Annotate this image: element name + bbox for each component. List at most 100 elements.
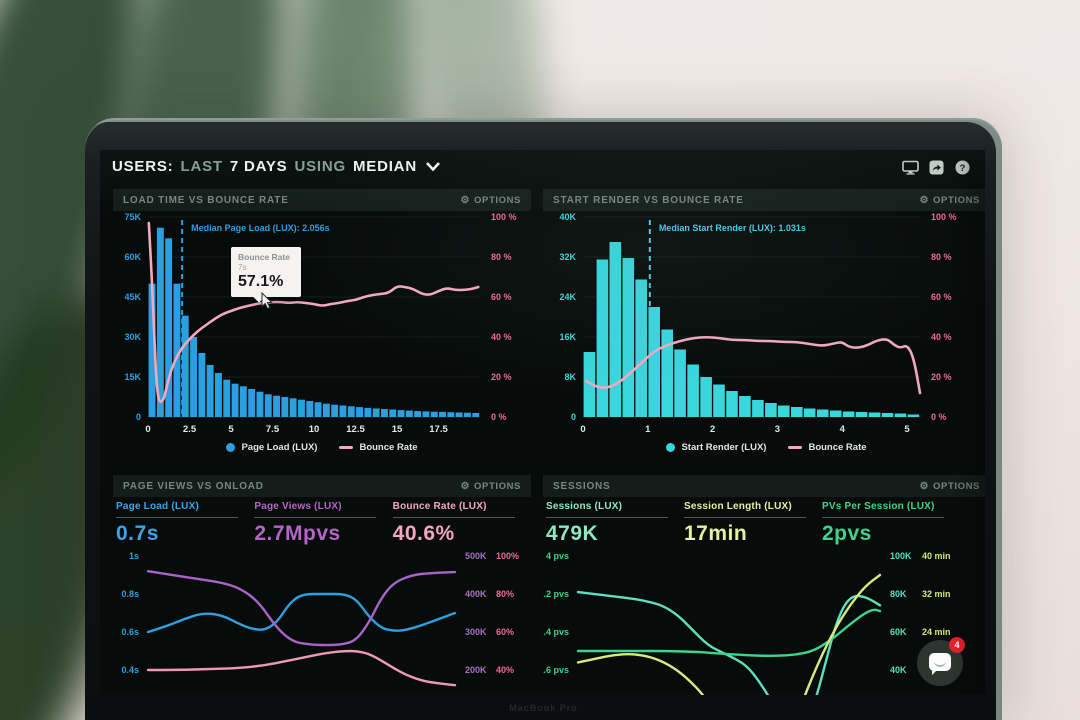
svg-text:0: 0 xyxy=(145,424,150,435)
svg-text:400K: 400K xyxy=(465,589,487,599)
metric-label: Page Load (LUX) xyxy=(116,501,200,512)
svg-text:0 %: 0 % xyxy=(491,412,507,422)
metric-value: 479K xyxy=(546,522,599,545)
options-button[interactable]: ⚙ OPTIONS xyxy=(460,194,521,206)
panel-start-render: START RENDER VS BOUNCE RATE ⚙ OPTIONS 40K… xyxy=(543,189,985,467)
legend-dot xyxy=(226,443,236,452)
chart-tooltip: Bounce Rate 7s 57.1% xyxy=(231,247,301,297)
metric-label: PVs Per Session (LUX) xyxy=(822,501,935,512)
svg-text:80K: 80K xyxy=(890,589,907,599)
metric-page-views: Page Views (LUX) 2.7Mpvs xyxy=(254,501,392,546)
metric-underline xyxy=(254,517,377,518)
metric-value: 2.7Mpvs xyxy=(254,522,341,545)
svg-text:300K: 300K xyxy=(465,627,487,637)
svg-text:15: 15 xyxy=(392,424,403,435)
svg-text:16K: 16K xyxy=(559,332,576,342)
legend-label: Start Render (LUX) xyxy=(681,442,767,453)
svg-text:2: 2 xyxy=(710,424,715,435)
panel-load-time: LOAD TIME VS BOUNCE RATE ⚙ OPTIONS 75K 60K… xyxy=(113,189,531,467)
chat-launcher[interactable]: 4 xyxy=(917,637,965,686)
svg-text:Median Page Load (LUX): 2.056s: Median Page Load (LUX): 2.056s xyxy=(191,223,330,233)
header-users-label: USERS: xyxy=(112,158,174,175)
svg-text:100 %: 100 % xyxy=(491,212,517,222)
bezel-brand-label: MacBook Pro xyxy=(509,702,578,713)
header-metric-label[interactable]: MEDIAN xyxy=(352,158,417,175)
chat-bubble-icon xyxy=(929,653,951,675)
sessions-chart: 4 pvs 100K 40 min 3.2 pvs 80K 32 min 2.4 pvs 60… xyxy=(543,551,951,695)
svg-text:7.5: 7.5 xyxy=(266,424,280,435)
metric-label: Page Views (LUX) xyxy=(254,501,342,512)
svg-text:?: ? xyxy=(960,163,966,173)
header-range-label: 7 DAYS xyxy=(229,158,288,175)
svg-text:3.2 pvs: 3.2 pvs xyxy=(543,589,569,599)
svg-text:0: 0 xyxy=(136,412,141,422)
svg-text:20 %: 20 % xyxy=(491,372,512,382)
page-views-chart: 1s 500K 100% 0.8s 400K 80% 0.6s 300K 60% 0.4s 200K… xyxy=(121,551,519,687)
svg-text:200K: 200K xyxy=(465,665,487,675)
svg-text:80%: 80% xyxy=(496,589,514,599)
svg-text:0.6s: 0.6s xyxy=(121,627,139,637)
metric-label: Session Length (LUX) xyxy=(684,501,792,512)
metric-value: 0.7s xyxy=(116,522,159,545)
svg-text:3: 3 xyxy=(775,424,780,435)
metric-session-length: Session Length (LUX) 17min xyxy=(684,501,822,546)
panel-load-time-titlebar: LOAD TIME VS BOUNCE RATE ⚙ OPTIONS xyxy=(113,189,531,211)
svg-text:60K: 60K xyxy=(890,627,907,637)
chevron-down-icon[interactable] xyxy=(425,162,440,171)
gear-icon: ⚙ xyxy=(460,480,471,492)
svg-text:1: 1 xyxy=(645,424,651,435)
tooltip-x-value: 7s xyxy=(238,263,247,272)
legend-label: Page Load (LUX) xyxy=(241,442,318,453)
panel-title: LOAD TIME VS BOUNCE RATE xyxy=(123,194,289,206)
svg-text:17.5: 17.5 xyxy=(429,424,448,435)
svg-text:60%: 60% xyxy=(496,627,514,637)
svg-text:75K: 75K xyxy=(124,212,141,222)
dashboard-header: USERS: LAST 7 DAYS USING MEDIAN xyxy=(112,158,440,175)
svg-text:4 pvs: 4 pvs xyxy=(546,551,569,561)
svg-text:5: 5 xyxy=(228,424,234,435)
load-time-legend: Page Load (LUX) Bounce Rate xyxy=(113,442,531,453)
svg-text:100%: 100% xyxy=(496,551,519,561)
legend-dot xyxy=(666,443,676,452)
panel-sessions: SESSIONS ⚙ OPTIONS Sessions (LUX) 479K Se… xyxy=(543,475,985,695)
header-toolbar: ? xyxy=(902,160,971,175)
options-button[interactable]: ⚙ OPTIONS xyxy=(919,194,980,206)
svg-text:0: 0 xyxy=(580,424,585,435)
sessions-metrics: Sessions (LUX) 479K Session Length (LUX)… xyxy=(546,501,985,546)
svg-text:10: 10 xyxy=(309,424,320,435)
svg-text:60 %: 60 % xyxy=(931,292,952,302)
gear-icon: ⚙ xyxy=(919,194,930,206)
svg-text:15K: 15K xyxy=(124,372,141,382)
share-icon[interactable] xyxy=(928,160,945,175)
options-button[interactable]: ⚙ OPTIONS xyxy=(460,480,521,492)
display-icon[interactable] xyxy=(902,160,919,175)
options-button[interactable]: ⚙ OPTIONS xyxy=(919,480,980,492)
legend-label: Bounce Rate xyxy=(808,442,867,453)
svg-text:45K: 45K xyxy=(124,292,141,302)
panel-page-views: PAGE VIEWS VS ONLOAD ⚙ OPTIONS Page Load … xyxy=(113,475,531,695)
panel-page-views-titlebar: PAGE VIEWS VS ONLOAD ⚙ OPTIONS xyxy=(113,475,531,497)
svg-text:32K: 32K xyxy=(559,252,576,262)
legend-dash xyxy=(339,446,354,449)
svg-text:2.5: 2.5 xyxy=(183,424,197,435)
svg-text:40%: 40% xyxy=(496,665,514,675)
svg-text:80 %: 80 % xyxy=(931,252,952,262)
metric-value: 40.6% xyxy=(392,522,455,545)
laptop: USERS: LAST 7 DAYS USING MEDIAN ? LOAD T… xyxy=(85,118,1002,720)
svg-text:100 %: 100 % xyxy=(931,212,957,222)
svg-text:0.8s: 0.8s xyxy=(121,589,139,599)
svg-text:60K: 60K xyxy=(124,252,141,262)
svg-text:32 min: 32 min xyxy=(922,589,951,599)
svg-text:40 %: 40 % xyxy=(491,332,512,342)
svg-text:24K: 24K xyxy=(559,292,576,302)
header-last-label: LAST xyxy=(180,158,223,175)
svg-text:60 %: 60 % xyxy=(491,292,512,302)
svg-text:30K: 30K xyxy=(124,332,141,342)
svg-text:24 min: 24 min xyxy=(922,627,951,637)
laptop-bezel: MacBook Pro xyxy=(85,695,1002,720)
metric-value: 17min xyxy=(684,522,748,545)
svg-text:8K: 8K xyxy=(564,372,576,382)
gear-icon: ⚙ xyxy=(919,480,930,492)
tooltip-value: 57.1% xyxy=(238,273,284,290)
help-icon[interactable]: ? xyxy=(954,160,971,175)
